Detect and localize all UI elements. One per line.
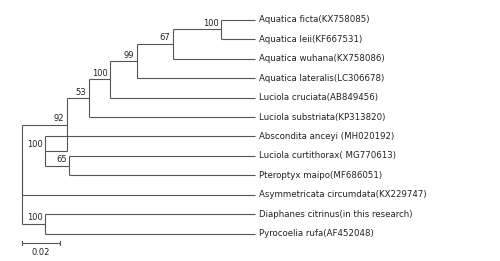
Text: 100: 100 xyxy=(27,140,42,150)
Text: 100: 100 xyxy=(92,69,108,78)
Text: 53: 53 xyxy=(76,88,86,97)
Text: Aquatica ficta(KX758085): Aquatica ficta(KX758085) xyxy=(258,15,369,24)
Text: 99: 99 xyxy=(124,51,134,60)
Text: Pyrocoelia rufa(AF452048): Pyrocoelia rufa(AF452048) xyxy=(258,229,374,238)
Text: 92: 92 xyxy=(54,114,64,123)
Text: 0.02: 0.02 xyxy=(32,248,50,257)
Text: Luciola curtithorax( MG770613): Luciola curtithorax( MG770613) xyxy=(258,151,396,161)
Text: 67: 67 xyxy=(160,33,170,43)
Text: Abscondita anceyi (MH020192): Abscondita anceyi (MH020192) xyxy=(258,132,394,141)
Text: Pteroptyx maipo(MF686051): Pteroptyx maipo(MF686051) xyxy=(258,171,382,180)
Text: Aquatica leii(KF667531): Aquatica leii(KF667531) xyxy=(258,35,362,44)
Text: 100: 100 xyxy=(27,213,42,222)
Text: Luciola cruciata(AB849456): Luciola cruciata(AB849456) xyxy=(258,93,378,102)
Text: Diaphanes citrinus(in this research): Diaphanes citrinus(in this research) xyxy=(258,210,412,219)
Text: 65: 65 xyxy=(56,155,67,164)
Text: Asymmetricata circumdata(KX229747): Asymmetricata circumdata(KX229747) xyxy=(258,190,426,199)
Text: 100: 100 xyxy=(203,19,218,28)
Text: Aquatica lateralis(LC306678): Aquatica lateralis(LC306678) xyxy=(258,74,384,82)
Text: Luciola substriata(KP313820): Luciola substriata(KP313820) xyxy=(258,112,385,122)
Text: Aquatica wuhana(KX758086): Aquatica wuhana(KX758086) xyxy=(258,54,384,63)
